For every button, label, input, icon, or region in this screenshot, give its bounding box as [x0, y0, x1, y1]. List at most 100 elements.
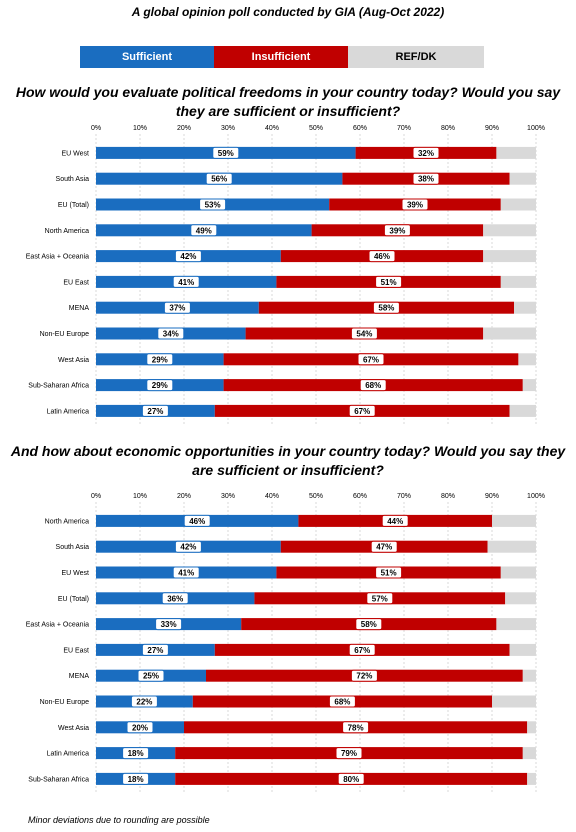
data-label-box — [350, 669, 378, 682]
data-label-insufficient: 57% — [372, 594, 388, 603]
data-label-box — [172, 566, 200, 579]
category-label: Non-EU Europe — [40, 699, 90, 706]
data-label-insufficient: 58% — [361, 620, 377, 629]
data-label-box — [122, 772, 150, 785]
data-label-insufficient: 51% — [381, 278, 397, 287]
chart-2-title: And how about economic opportunities in … — [10, 443, 566, 478]
data-label-box — [172, 275, 200, 288]
bar-ref-dk — [505, 592, 536, 605]
data-label-sufficient: 49% — [196, 226, 212, 235]
data-label-box — [126, 721, 154, 734]
data-label-box — [381, 514, 409, 527]
bar-ref-dk — [509, 404, 536, 417]
chart-economic-opportunities: 0% 10% 20% 30% 40% 50% 60% 70% 80% 90% 100% North A… — [26, 493, 545, 793]
data-label-sufficient: 36% — [167, 594, 183, 603]
data-label-box — [205, 172, 233, 185]
data-label-insufficient: 44% — [387, 517, 403, 526]
bar-ref-dk — [527, 772, 536, 785]
data-label-box — [350, 327, 378, 340]
data-label-box — [163, 301, 191, 314]
data-label-sufficient: 53% — [205, 201, 221, 210]
bar-ref-dk — [492, 695, 536, 708]
category-label: EU West — [62, 570, 90, 577]
category-label: Non-EU Europe — [40, 331, 90, 338]
data-label-insufficient: 80% — [343, 775, 359, 784]
x-tick-label: 10% — [133, 125, 147, 132]
data-label-box — [359, 379, 387, 392]
data-label-sufficient: 29% — [152, 355, 168, 364]
category-label: North America — [45, 518, 89, 525]
data-label-box — [357, 353, 385, 366]
bar-ref-dk — [527, 721, 536, 734]
category-label: North America — [45, 228, 89, 235]
data-label-box — [401, 198, 429, 211]
data-label-insufficient: 67% — [354, 646, 370, 655]
x-tick-label: 40% — [265, 493, 279, 500]
data-label-box — [122, 747, 150, 760]
data-label-box — [337, 772, 365, 785]
bar-ref-dk — [496, 146, 536, 159]
chart-1-title: How would you evaluate political freedom… — [15, 84, 561, 119]
bar-ref-dk — [522, 379, 536, 392]
bar-ref-dk — [483, 224, 536, 237]
data-label-box — [183, 514, 211, 527]
bar-ref-dk — [518, 353, 536, 366]
category-label: EU West — [62, 150, 90, 157]
category-label: Latin America — [47, 751, 90, 758]
data-label-sufficient: 20% — [132, 723, 148, 732]
legend-item-sufficient: Sufficient — [80, 46, 214, 68]
bar-ref-dk — [492, 514, 536, 527]
bar-ref-dk — [500, 198, 536, 211]
data-label-insufficient: 32% — [418, 149, 434, 158]
x-tick-label: 40% — [265, 125, 279, 132]
x-tick-label: 90% — [485, 493, 499, 500]
data-label-sufficient: 34% — [163, 330, 179, 339]
x-tick-label: 50% — [309, 125, 323, 132]
data-label-insufficient: 39% — [407, 201, 423, 210]
data-label-insufficient: 67% — [354, 407, 370, 416]
data-label-box — [383, 224, 411, 237]
data-label-insufficient: 47% — [376, 543, 392, 552]
data-label-box — [372, 301, 400, 314]
category-label: East Asia + Oceania — [26, 622, 89, 629]
x-tick-label: 50% — [309, 493, 323, 500]
data-label-box — [348, 643, 376, 656]
bar-ref-dk — [509, 643, 536, 656]
chart-supertitle: A global opinion poll conducted by GIA (… — [131, 5, 445, 19]
data-label-sufficient: 33% — [161, 620, 177, 629]
data-label-insufficient: 68% — [365, 381, 381, 390]
data-label-sufficient: 29% — [152, 381, 168, 390]
data-label-box — [141, 404, 169, 417]
data-label-insufficient: 58% — [378, 304, 394, 313]
data-label-box — [375, 275, 403, 288]
data-label-insufficient: 51% — [381, 569, 397, 578]
bar-ref-dk — [509, 172, 536, 185]
x-tick-label: 80% — [441, 125, 455, 132]
data-label-sufficient: 37% — [169, 304, 185, 313]
x-tick-label: 70% — [397, 125, 411, 132]
data-label-box — [412, 172, 440, 185]
data-label-box — [161, 592, 189, 605]
category-label: Sub-Saharan Africa — [28, 383, 89, 390]
bar-ref-dk — [522, 669, 536, 682]
data-label-insufficient: 38% — [418, 175, 434, 184]
category-label: West Asia — [58, 357, 89, 364]
x-tick-label: 20% — [177, 125, 191, 132]
data-label-box — [366, 592, 394, 605]
x-tick-label: 80% — [441, 493, 455, 500]
bar-ref-dk — [487, 540, 536, 553]
data-label-sufficient: 41% — [178, 569, 194, 578]
footnote: Minor deviations due to rounding are pos… — [28, 815, 210, 825]
data-label-sufficient: 42% — [180, 543, 196, 552]
data-label-box — [370, 540, 398, 553]
data-label-box — [375, 566, 403, 579]
x-tick-label: 30% — [221, 493, 235, 500]
category-label: South Asia — [56, 176, 90, 183]
data-label-box — [190, 224, 218, 237]
category-label: East Asia + Oceania — [26, 254, 89, 261]
data-label-sufficient: 18% — [128, 749, 144, 758]
bar-ref-dk — [500, 566, 536, 579]
bar-ref-dk — [522, 747, 536, 760]
data-label-insufficient: 68% — [334, 698, 350, 707]
data-label-box — [174, 250, 202, 263]
